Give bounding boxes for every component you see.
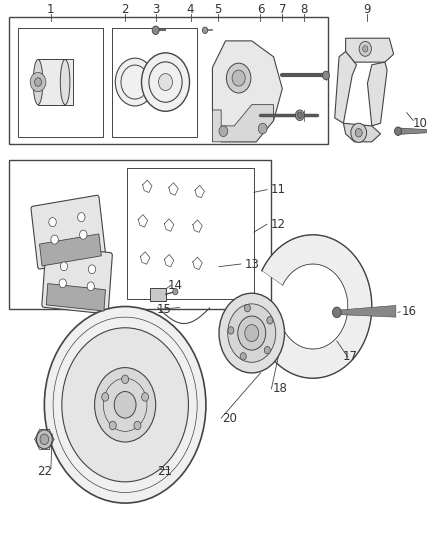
Bar	[46, 284, 106, 311]
Polygon shape	[262, 235, 372, 378]
Circle shape	[102, 393, 109, 401]
Circle shape	[297, 112, 302, 118]
Text: 21: 21	[157, 465, 172, 478]
Circle shape	[141, 53, 190, 111]
Circle shape	[62, 328, 188, 482]
Text: 11: 11	[270, 183, 286, 196]
Circle shape	[152, 26, 159, 35]
Text: 20: 20	[223, 411, 237, 425]
Text: 17: 17	[343, 351, 357, 364]
Text: 9: 9	[364, 3, 371, 15]
Text: 1: 1	[47, 3, 55, 15]
Circle shape	[245, 325, 259, 342]
Circle shape	[238, 316, 266, 350]
Circle shape	[232, 70, 245, 86]
Circle shape	[49, 217, 57, 227]
Polygon shape	[398, 128, 426, 134]
Circle shape	[332, 307, 341, 318]
Circle shape	[110, 421, 117, 430]
Circle shape	[60, 262, 67, 271]
Text: 5: 5	[215, 3, 222, 15]
Circle shape	[359, 42, 371, 56]
Polygon shape	[346, 38, 394, 62]
Circle shape	[36, 430, 52, 449]
Text: 4: 4	[187, 3, 194, 15]
Text: 8: 8	[300, 3, 308, 15]
Circle shape	[88, 265, 95, 273]
Ellipse shape	[60, 60, 70, 104]
Circle shape	[351, 123, 367, 142]
Bar	[127, 168, 254, 298]
Text: 18: 18	[273, 382, 288, 395]
Bar	[39, 234, 101, 266]
Circle shape	[44, 306, 206, 503]
Circle shape	[141, 393, 148, 401]
Polygon shape	[367, 62, 387, 126]
Bar	[10, 17, 328, 144]
Polygon shape	[212, 104, 274, 142]
Circle shape	[244, 304, 251, 312]
Circle shape	[122, 375, 129, 384]
FancyBboxPatch shape	[31, 195, 106, 269]
Circle shape	[51, 235, 58, 244]
Polygon shape	[337, 305, 396, 317]
Circle shape	[228, 327, 234, 334]
Circle shape	[95, 368, 155, 442]
Circle shape	[258, 123, 267, 134]
Text: 3: 3	[152, 3, 159, 15]
Circle shape	[395, 127, 402, 135]
Ellipse shape	[33, 60, 43, 104]
Text: 13: 13	[244, 257, 259, 271]
Circle shape	[115, 58, 155, 106]
Circle shape	[78, 213, 85, 222]
Circle shape	[134, 421, 141, 430]
Circle shape	[228, 304, 276, 362]
Text: 12: 12	[270, 217, 286, 231]
Circle shape	[240, 353, 246, 360]
Text: 7: 7	[279, 3, 286, 15]
Circle shape	[87, 282, 94, 290]
FancyBboxPatch shape	[42, 246, 112, 314]
Circle shape	[264, 346, 270, 354]
Text: 15: 15	[157, 303, 172, 316]
Circle shape	[80, 230, 87, 239]
Circle shape	[202, 27, 208, 34]
Polygon shape	[335, 52, 357, 123]
Circle shape	[322, 71, 329, 79]
Bar	[150, 288, 166, 301]
Circle shape	[219, 126, 228, 136]
Circle shape	[35, 78, 42, 86]
Text: 10: 10	[413, 117, 427, 130]
Polygon shape	[343, 123, 381, 142]
Circle shape	[40, 434, 49, 445]
Polygon shape	[212, 41, 283, 142]
Circle shape	[295, 110, 304, 120]
Circle shape	[226, 63, 251, 93]
Circle shape	[114, 392, 136, 418]
Text: 22: 22	[37, 465, 52, 478]
Text: 14: 14	[168, 279, 183, 292]
Bar	[38, 60, 73, 104]
Circle shape	[173, 288, 178, 295]
Bar	[10, 160, 272, 309]
Circle shape	[159, 74, 173, 91]
Text: 16: 16	[401, 305, 417, 318]
Text: 6: 6	[257, 3, 264, 15]
Circle shape	[30, 72, 46, 92]
Bar	[18, 28, 103, 136]
Circle shape	[219, 293, 285, 373]
Circle shape	[267, 317, 273, 324]
Circle shape	[355, 128, 362, 137]
Text: 2: 2	[121, 3, 129, 15]
Circle shape	[363, 46, 368, 52]
Bar	[112, 28, 197, 136]
Circle shape	[59, 279, 67, 288]
